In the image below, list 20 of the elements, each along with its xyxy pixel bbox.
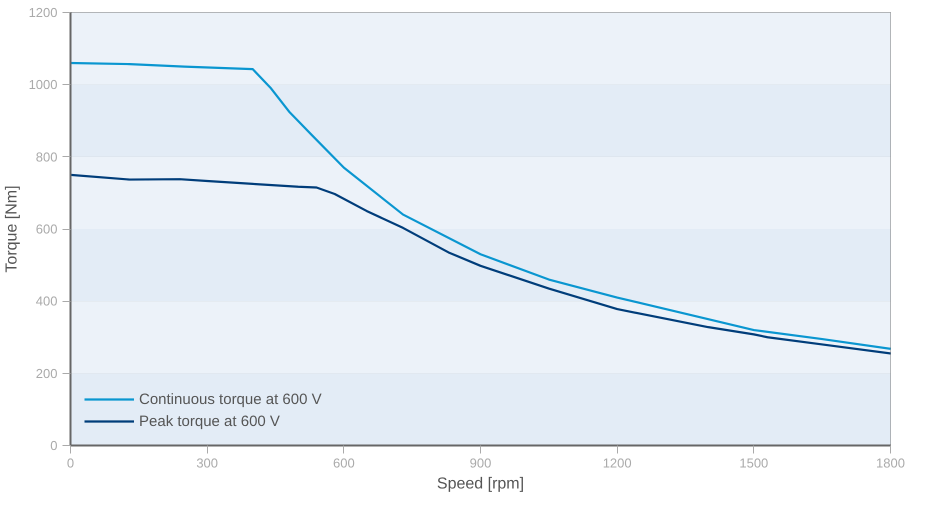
y-tick-label: 400 xyxy=(36,294,58,309)
y-tick-label: 1000 xyxy=(28,77,58,92)
x-tick-label: 300 xyxy=(196,456,218,470)
x-tick-label: 900 xyxy=(470,456,492,470)
x-tick-label: 0 xyxy=(66,456,74,470)
y-tick-label: 1200 xyxy=(28,5,58,20)
legend-label: Peak torque at 600 V xyxy=(139,412,280,430)
line-series xyxy=(70,174,890,355)
x-tick-label: 1500 xyxy=(739,456,768,470)
line-series xyxy=(70,62,890,350)
y-axis-title: Torque [Nm] xyxy=(4,185,21,273)
y-tick-label: 800 xyxy=(36,149,58,164)
y-tick-label: 600 xyxy=(36,222,58,236)
x-tick-label: 600 xyxy=(332,456,355,470)
y-tick-label: 0 xyxy=(50,438,58,453)
x-tick-label: 1200 xyxy=(602,456,632,470)
x-axis-title: Speed [rpm] xyxy=(436,476,524,492)
y-tick-label: 200 xyxy=(36,366,58,381)
x-tick-label: 1800 xyxy=(876,456,905,470)
legend-label: Continuous torque at 600 V xyxy=(139,390,322,408)
